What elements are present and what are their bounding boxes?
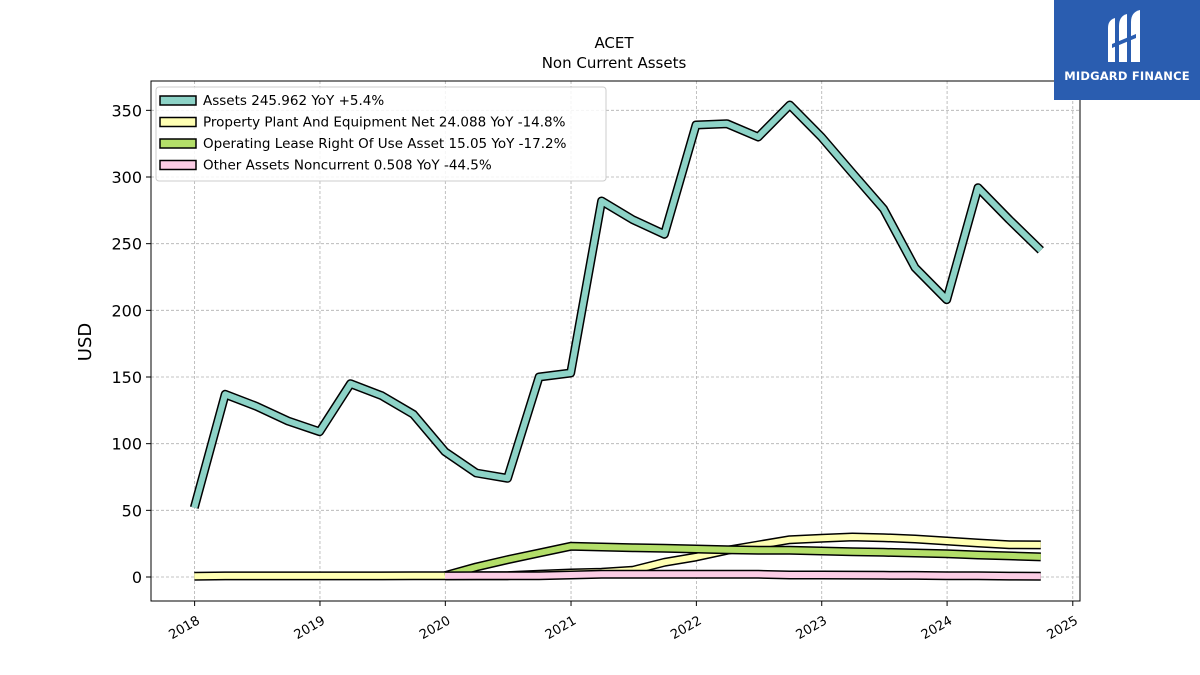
x-tick-label: 2018 [166,613,202,643]
x-tick-label: 2022 [668,613,704,643]
x-tick-label: 2021 [543,613,579,643]
legend-swatch [159,116,197,128]
chart-subtitle: Non Current Assets [542,54,687,72]
x-tick-label: 2019 [292,613,328,643]
legend-swatch [159,159,197,171]
legend-swatch [159,138,197,149]
y-tick-label: 100 [111,435,142,454]
legend-box [155,86,607,182]
legend-swatch [159,95,197,106]
logo-text: MIDGARD FINANCE [1064,69,1190,83]
midgard-logo-icon [1108,10,1140,62]
x-tick-label: 2024 [919,613,955,643]
series-line [191,102,1043,509]
y-tick-label: 250 [111,235,142,254]
y-tick-label: 50 [122,501,142,520]
y-axis: 0 50 100 150 200 250 300 350 [111,101,151,587]
y-axis-label: USD [75,323,96,361]
chart-title: ACET [594,34,634,52]
series-line [444,543,1041,579]
series-line [444,571,1041,580]
x-tick-label: 2025 [1045,613,1081,643]
x-tick-label: 2020 [417,613,453,643]
legend-entry: Other Assets Noncurrent 0.508 YoY -44.5% [203,158,492,174]
y-tick-label: 150 [111,368,142,387]
legend-entry: Operating Lease Right Of Use Asset 15.05… [203,136,567,152]
legend: Assets 245.962 YoY +5.4% Property Plant A… [155,86,607,182]
legend-entry: Property Plant And Equipment Net 24.088 … [203,115,566,131]
legend-entry: Assets 245.962 YoY +5.4% [203,93,384,109]
series-2 [443,541,1041,581]
plot-frame [150,80,1081,602]
x-axis: 2018 2019 2020 2021 2022 2023 2024 2025 [166,601,1081,643]
y-tick-label: 300 [111,168,142,187]
series-3 [444,569,1041,581]
x-tick-label: 2023 [794,613,830,643]
y-tick-label: 200 [111,301,142,320]
plot-area [189,100,1044,581]
midgard-finance-logo: MIDGARD FINANCE [1054,0,1200,100]
series-0 [189,100,1044,509]
y-tick-label: 350 [111,101,142,120]
y-tick-label: 0 [132,568,142,587]
